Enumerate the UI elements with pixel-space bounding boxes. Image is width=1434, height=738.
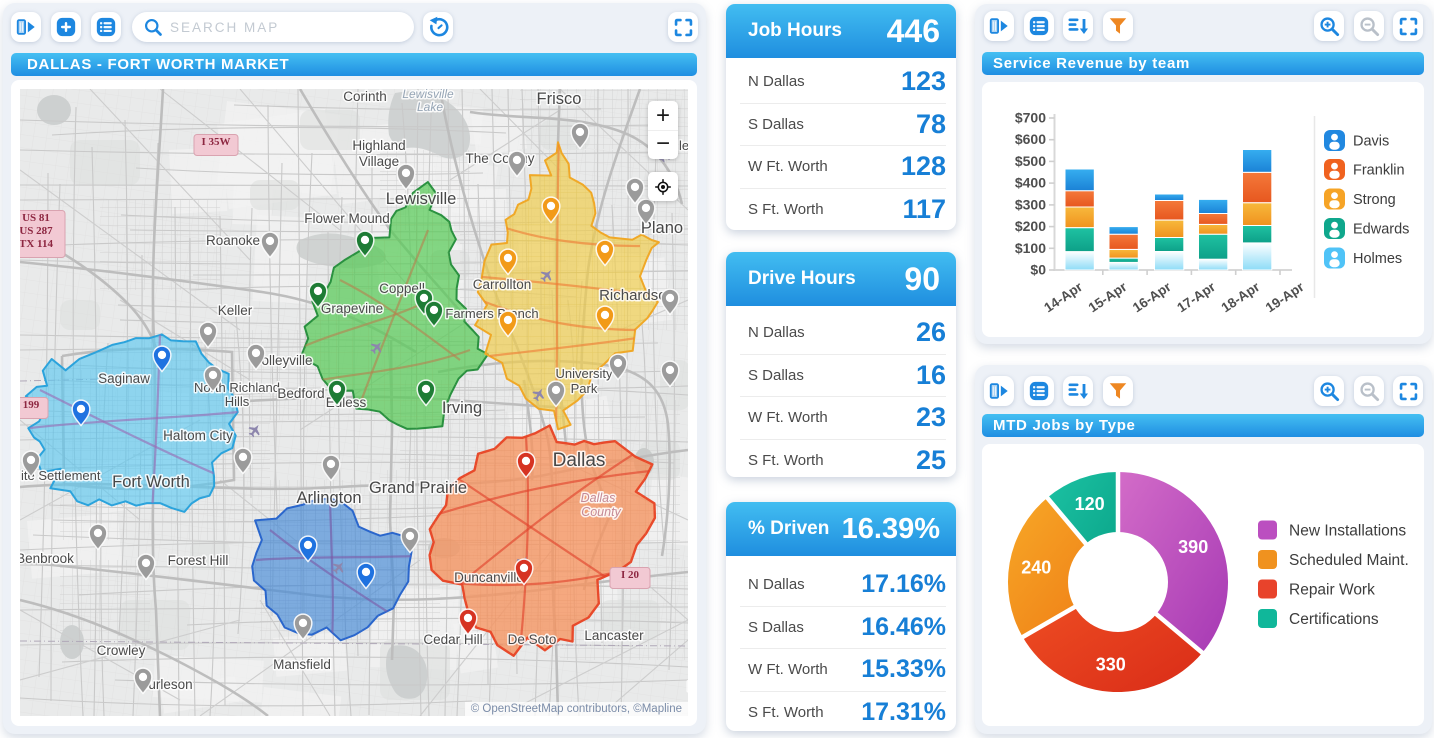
svg-text:Strong: Strong [1353, 192, 1396, 208]
svg-text:Dallas: Dallas [581, 491, 616, 505]
svg-text:US 287: US 287 [20, 225, 53, 237]
svg-text:De Soto: De Soto [508, 632, 557, 647]
svg-text:Benbrook: Benbrook [20, 551, 74, 566]
svg-text:Richardson: Richardson [599, 287, 675, 304]
svg-text:$300: $300 [1015, 196, 1046, 212]
svg-text:$100: $100 [1015, 240, 1046, 256]
svg-text:$200: $200 [1015, 218, 1046, 234]
svg-text:Park: Park [571, 381, 598, 396]
svg-text:Keller: Keller [218, 303, 253, 318]
svg-text:Flower Mound: Flower Mound [304, 211, 390, 226]
svg-text:330: 330 [1096, 655, 1126, 675]
svg-text:Franklin: Franklin [1353, 163, 1405, 179]
svg-text:Certifications: Certifications [1289, 611, 1379, 628]
svg-text:Holmes: Holmes [1353, 251, 1402, 267]
svg-text:18-Apr: 18-Apr [1219, 279, 1263, 316]
svg-text:Grand Prairie: Grand Prairie [369, 479, 467, 497]
svg-text:le: le [679, 138, 688, 153]
svg-text:Bedford: Bedford [277, 386, 324, 401]
svg-text:Village: Village [359, 154, 399, 169]
svg-text:17-Apr: 17-Apr [1174, 279, 1218, 316]
svg-text:Lewisville: Lewisville [402, 89, 454, 101]
svg-text:Lancaster: Lancaster [584, 628, 644, 643]
svg-text:Roanoke: Roanoke [206, 233, 260, 248]
svg-text:I 35W: I 35W [201, 136, 230, 148]
svg-text:olleyville: olleyville [261, 353, 312, 368]
svg-text:University: University [555, 366, 613, 381]
svg-text:240: 240 [1021, 558, 1051, 578]
svg-text:$0: $0 [1030, 262, 1046, 278]
svg-text:Plano: Plano [641, 219, 683, 237]
svg-text:120: 120 [1075, 494, 1105, 514]
svg-text:Crowley: Crowley [97, 643, 146, 658]
svg-text:Dallas: Dallas [553, 450, 606, 471]
svg-text:Davis: Davis [1353, 134, 1389, 150]
svg-text:Carrollton: Carrollton [473, 277, 532, 292]
svg-text:Edwards: Edwards [1353, 222, 1409, 238]
svg-text:14-Apr: 14-Apr [1041, 279, 1085, 316]
svg-text:$400: $400 [1015, 175, 1046, 191]
svg-text:Coppell: Coppell [379, 281, 425, 296]
svg-text:Scheduled Maint.: Scheduled Maint. [1289, 552, 1409, 569]
svg-text:390: 390 [1178, 537, 1208, 557]
svg-text:Grapevine: Grapevine [321, 301, 383, 316]
svg-text:Highland: Highland [352, 138, 405, 153]
svg-text:Lewisville: Lewisville [386, 190, 457, 208]
svg-text:Saginaw: Saginaw [98, 371, 150, 386]
svg-text:I 20: I 20 [621, 569, 640, 581]
svg-text:Fort Worth: Fort Worth [112, 473, 190, 491]
svg-text:Lake: Lake [417, 100, 443, 114]
svg-text:15-Apr: 15-Apr [1086, 279, 1130, 316]
svg-text:Frisco: Frisco [537, 90, 582, 108]
svg-text:Repair Work: Repair Work [1289, 582, 1375, 599]
svg-text:US 81: US 81 [22, 212, 50, 224]
svg-text:Haltom City: Haltom City [163, 428, 233, 443]
svg-text:Arlington: Arlington [296, 489, 361, 507]
svg-text:New Installations: New Installations [1289, 523, 1406, 540]
svg-text:16-Apr: 16-Apr [1130, 279, 1174, 316]
svg-text:Forest Hill: Forest Hill [168, 553, 229, 568]
svg-text:Corinth: Corinth [343, 89, 387, 104]
svg-text:Irving: Irving [442, 399, 482, 417]
svg-text:199: 199 [23, 399, 40, 411]
svg-text:Mansfield: Mansfield [273, 657, 331, 672]
svg-text:Farmers Branch: Farmers Branch [445, 306, 538, 321]
svg-text:$700: $700 [1015, 110, 1046, 126]
svg-text:ite Settlement: ite Settlement [21, 468, 101, 483]
svg-text:Duncanville: Duncanville [454, 570, 524, 585]
svg-text:TX 114: TX 114 [20, 238, 53, 250]
svg-text:Cedar Hill: Cedar Hill [423, 632, 482, 647]
svg-text:County: County [581, 505, 621, 519]
svg-text:19-Apr: 19-Apr [1263, 279, 1307, 316]
svg-text:Hills: Hills [225, 394, 250, 409]
svg-text:Fer: Fer [687, 679, 688, 694]
svg-text:$500: $500 [1015, 153, 1046, 169]
svg-text:$600: $600 [1015, 131, 1046, 147]
